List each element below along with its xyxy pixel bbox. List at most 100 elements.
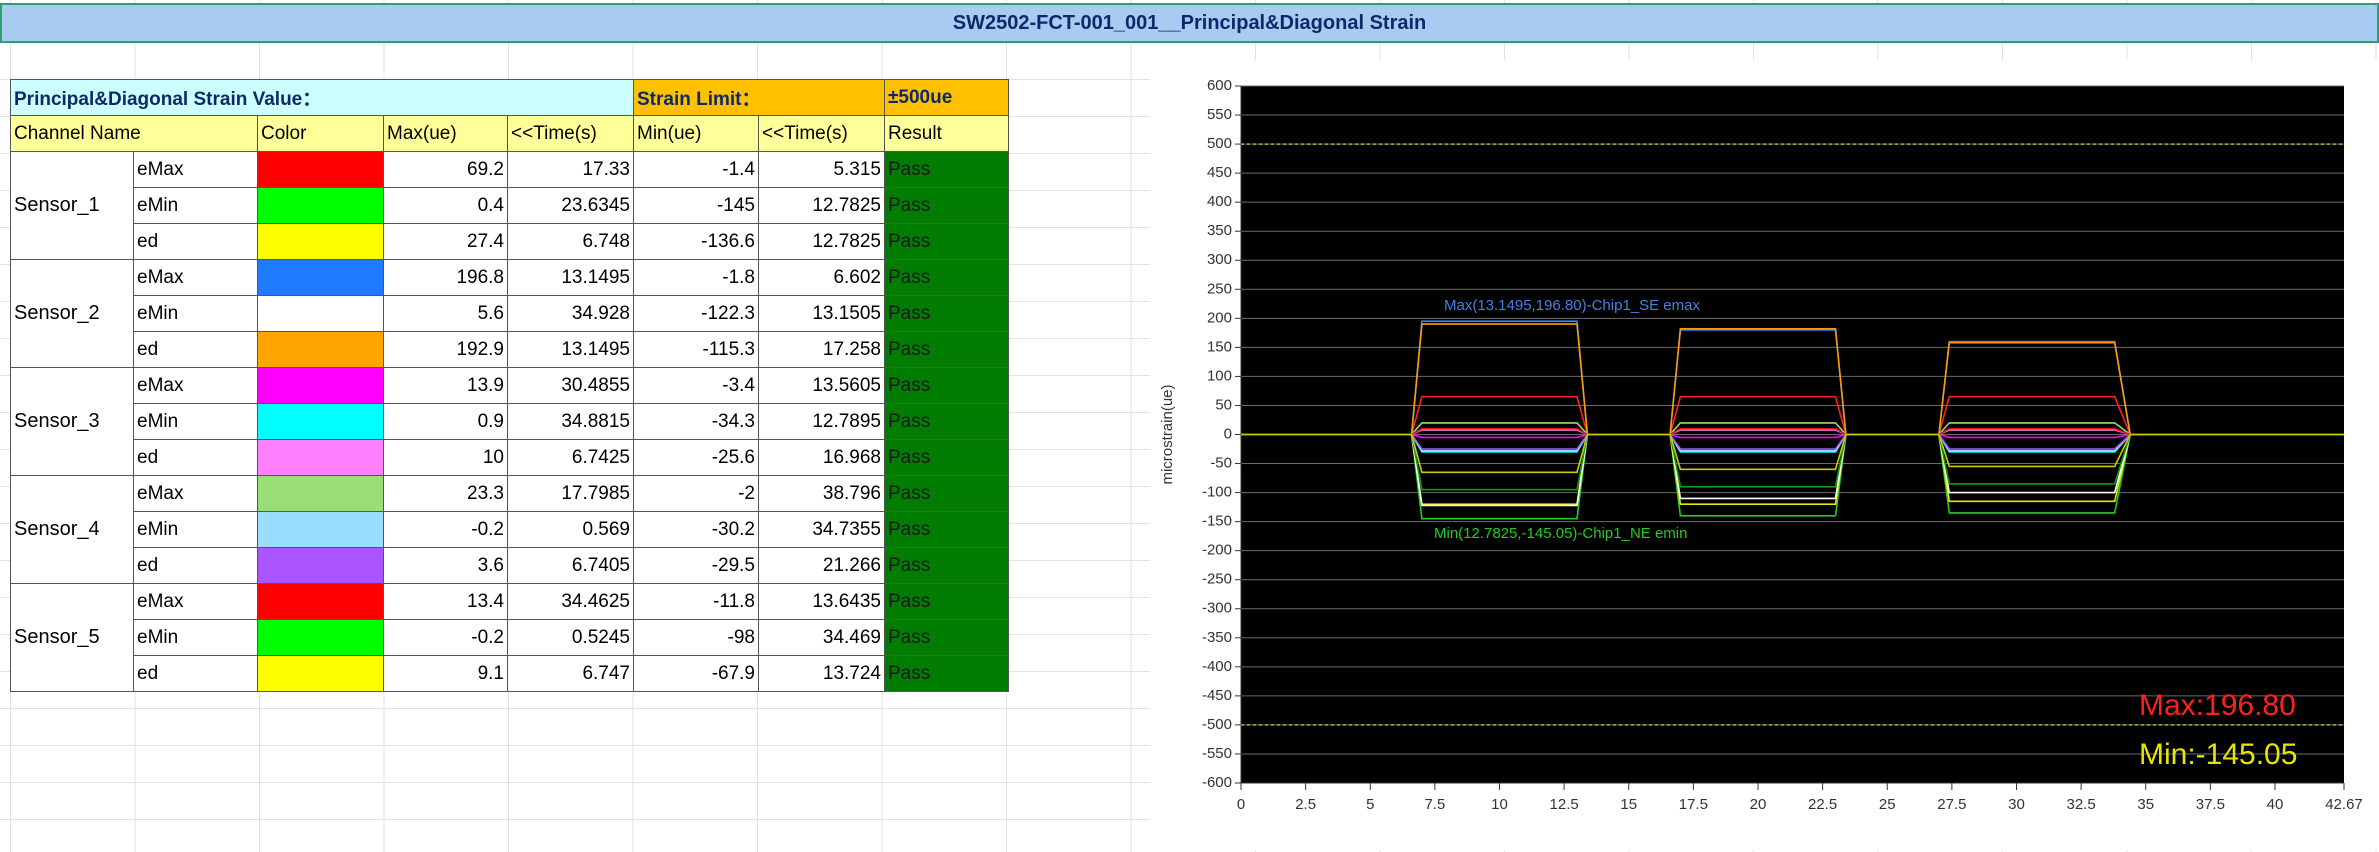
chart: -600-550-500-450-400-350-300-250-200-150… <box>1150 60 2379 850</box>
channel-name: eMax <box>133 475 258 512</box>
min-time: 6.602 <box>758 259 885 296</box>
y-tick-label: -450 <box>1202 687 1232 704</box>
min-value: -1.4 <box>633 151 759 188</box>
result: Pass <box>884 403 1009 440</box>
min-value: -67.9 <box>633 655 759 692</box>
max-time: 30.4855 <box>507 367 634 404</box>
max-value: 27.4 <box>383 223 508 260</box>
series-line <box>1241 422 2344 436</box>
y-axis-label: microstrain(ue) <box>1159 384 1176 484</box>
column-header: Color <box>257 115 384 152</box>
y-tick-label: 600 <box>1207 77 1232 94</box>
max-time: 6.7425 <box>507 439 634 476</box>
result: Pass <box>884 295 1009 332</box>
result: Pass <box>884 547 1009 584</box>
min-time: 17.258 <box>758 331 885 368</box>
y-tick-label: 300 <box>1207 251 1232 268</box>
sensor-name: Sensor_5 <box>10 583 134 692</box>
max-time: 17.7985 <box>507 475 634 512</box>
series-line <box>1241 433 2344 474</box>
x-tick-label: 42.67 <box>2325 796 2363 813</box>
min-value: -1.8 <box>633 259 759 296</box>
min-value: -3.4 <box>633 367 759 404</box>
max-time: 13.1495 <box>507 259 634 296</box>
x-tick-label: 35 <box>2137 796 2154 813</box>
max-time: 34.8815 <box>507 403 634 440</box>
y-tick-label: -200 <box>1202 542 1232 559</box>
table-row: ed 192.9 13.1495 -115.3 17.258 Pass <box>11 331 1009 368</box>
x-tick-label: 25 <box>1879 796 1896 813</box>
min-value: -30.2 <box>633 511 759 548</box>
y-tick-label: 0 <box>1224 425 1232 442</box>
min-time: 16.968 <box>758 439 885 476</box>
x-tick-label: 2.5 <box>1295 796 1316 813</box>
min-value: -122.3 <box>633 295 759 332</box>
y-tick-label: 400 <box>1207 193 1232 210</box>
max-value: -0.2 <box>383 511 508 548</box>
channel-name: eMax <box>133 583 258 620</box>
max-time: 34.4625 <box>507 583 634 620</box>
annotation: Max:196.80 <box>2139 689 2296 722</box>
max-value: 3.6 <box>383 547 508 584</box>
y-tick-label: -150 <box>1202 513 1232 530</box>
min-time: 34.469 <box>758 619 885 656</box>
table-row: ed 9.1 6.747 -67.9 13.724 Pass <box>11 655 1009 692</box>
min-value: -34.3 <box>633 403 759 440</box>
max-value: 192.9 <box>383 331 508 368</box>
y-tick-label: -600 <box>1202 774 1232 791</box>
series-line <box>1241 433 2344 507</box>
min-value: -11.8 <box>633 583 759 620</box>
y-tick-label: 550 <box>1207 106 1232 123</box>
max-value: -0.2 <box>383 619 508 656</box>
x-tick-label: 32.5 <box>2067 796 2096 813</box>
y-tick-label: 350 <box>1207 222 1232 239</box>
y-tick-label: 450 <box>1207 164 1232 181</box>
result: Pass <box>884 583 1009 620</box>
max-time: 34.928 <box>507 295 634 332</box>
color-swatch <box>257 367 384 404</box>
max-value: 69.2 <box>383 151 508 188</box>
y-tick-label: -500 <box>1202 716 1232 733</box>
channel-name: eMin <box>133 511 258 548</box>
channel-name: eMin <box>133 295 258 332</box>
color-swatch <box>257 331 384 368</box>
table-row: Sensor_3 eMax 13.9 30.4855 -3.4 13.5605 Pass <box>10 367 1009 476</box>
table-row: Sensor_5 eMax 13.4 34.4625 -11.8 13.6435 Pass <box>10 583 1009 692</box>
series-line <box>1241 433 2344 520</box>
series-line <box>1241 429 2344 436</box>
x-tick-label: 30 <box>2008 796 2025 813</box>
sensor-name: Sensor_2 <box>10 259 134 368</box>
min-value: -136.6 <box>633 223 759 260</box>
series-line <box>1241 427 2344 436</box>
min-value: -145 <box>633 187 759 224</box>
table-row: Principal&Diagonal Strain Value： Strain L… <box>10 79 1009 116</box>
channel-name: ed <box>133 223 258 260</box>
x-tick-label: 10 <box>1491 796 1508 813</box>
table-row: eMin 0.4 23.6345 -145 12.7825 Pass <box>11 187 1009 224</box>
max-value: 9.1 <box>383 655 508 692</box>
min-value: -98 <box>633 619 759 656</box>
min-time: 21.266 <box>758 547 885 584</box>
series-line <box>1241 433 2344 439</box>
channel-name: ed <box>133 655 258 692</box>
series-line <box>1241 433 2344 452</box>
max-value: 0.4 <box>383 187 508 224</box>
x-tick-label: 17.5 <box>1679 796 1708 813</box>
series-line <box>1241 395 2344 436</box>
result: Pass <box>884 259 1009 296</box>
channel-name: eMax <box>133 151 258 188</box>
color-swatch <box>257 583 384 620</box>
column-header: <<Time(s) <box>758 115 885 152</box>
color-swatch <box>257 259 384 296</box>
series-line <box>1241 433 2344 505</box>
max-value: 196.8 <box>383 259 508 296</box>
column-header: Max(ue) <box>383 115 508 152</box>
min-time: 12.7895 <box>758 403 885 440</box>
min-time: 13.724 <box>758 655 885 692</box>
result: Pass <box>884 439 1009 476</box>
result: Pass <box>884 151 1009 188</box>
y-tick-label: 500 <box>1207 135 1232 152</box>
x-tick-label: 15 <box>1620 796 1637 813</box>
table-row: eMin -0.2 0.5245 -98 34.469 Pass <box>11 619 1009 656</box>
